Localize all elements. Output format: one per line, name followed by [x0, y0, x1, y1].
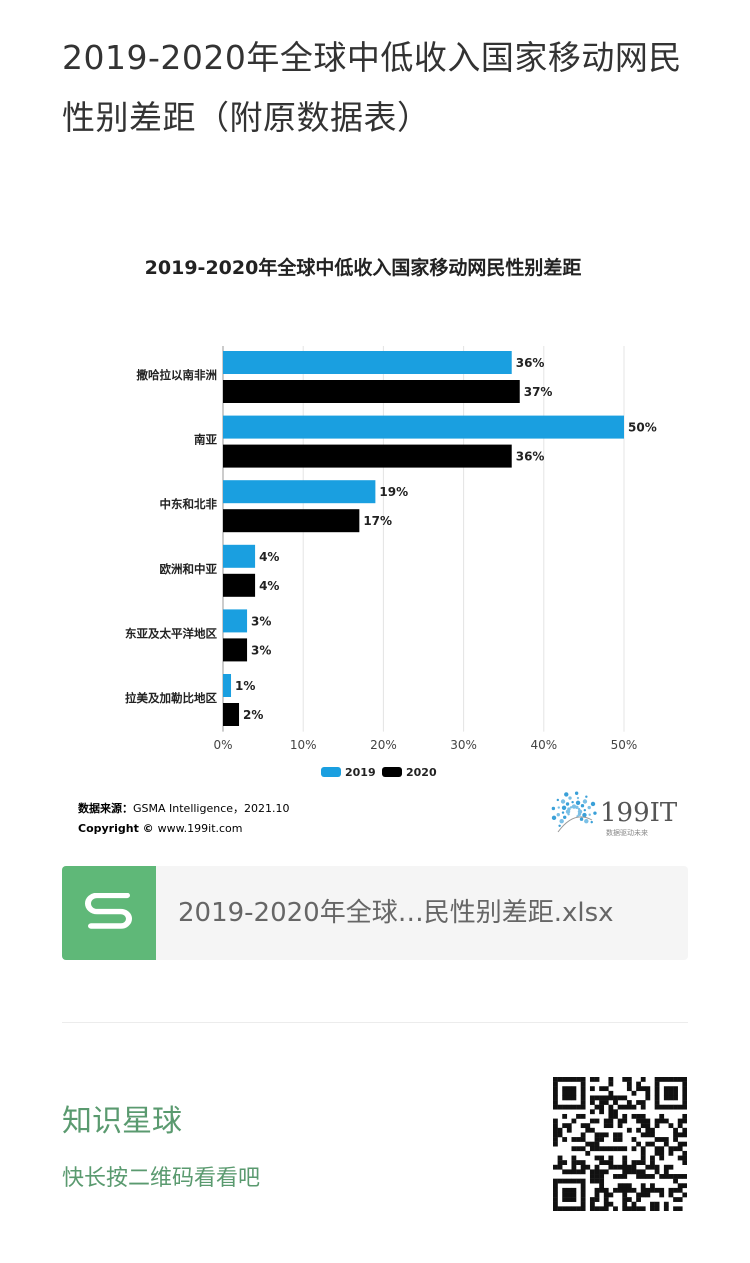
legend-swatch: [382, 767, 402, 777]
file-attachment[interactable]: 2019-2020年全球…民性别差距.xlsx: [62, 866, 688, 960]
data-label: 37%: [524, 385, 553, 399]
category-label: 东亚及太平洋地区: [125, 626, 217, 640]
copyright-text: www.199it.com: [158, 822, 243, 835]
divider: [62, 1022, 688, 1023]
copyright-line: Copyright © www.199it.com: [78, 822, 243, 835]
category-label: 南亚: [194, 433, 217, 447]
x-tick-label: 0%: [213, 738, 232, 752]
page-title: 2019-2020年全球中低收入国家移动网民性别差距（附原数据表）: [62, 38, 682, 137]
zhishi-xingqiu-title: 知识星球: [62, 1104, 182, 1139]
logo-text: 199IT: [600, 798, 678, 828]
qr-code[interactable]: [553, 1077, 687, 1211]
category-label: 欧洲和中亚: [160, 562, 218, 576]
spreadsheet-s-icon: [62, 866, 156, 960]
bar-2020: [223, 380, 520, 403]
data-label: 36%: [516, 356, 545, 370]
copyright-label: Copyright ©: [78, 822, 154, 835]
logo-slogan: 数据驱动未来: [606, 828, 648, 837]
bar-2020: [223, 573, 256, 597]
bar-2019: [223, 674, 232, 697]
logo-dots-icon: [551, 791, 597, 833]
legend-swatch: [321, 767, 341, 777]
data-label: 36%: [516, 450, 545, 464]
bar-2019: [223, 544, 256, 568]
data-label: 3%: [251, 614, 271, 628]
source-line: 数据来源：GSMA Intelligence，2021.10: [78, 801, 290, 815]
x-tick-label: 10%: [290, 738, 317, 752]
bar-2019: [223, 415, 624, 439]
data-label: 4%: [259, 550, 279, 564]
file-name: 2019-2020年全球…民性别差距.xlsx: [178, 898, 614, 928]
data-label: 17%: [363, 514, 392, 528]
logo-199it: 199IT 数据驱动未来: [551, 791, 678, 837]
data-label: 3%: [251, 643, 271, 657]
bar-2019: [223, 480, 376, 504]
bar-2019: [223, 351, 512, 374]
x-tick-label: 40%: [530, 738, 557, 752]
data-label: 19%: [379, 485, 408, 499]
category-label: 拉美及加勒比地区: [125, 691, 217, 705]
source-text: GSMA Intelligence，2021.10: [133, 802, 290, 815]
bar-2019: [223, 609, 248, 633]
source-label: 数据来源：: [78, 801, 133, 815]
category-label: 撒哈拉以南非洲: [137, 368, 218, 382]
legend-label: 2020: [406, 766, 437, 779]
x-tick-label: 50%: [611, 738, 638, 752]
chart-title: 2019-2020年全球中低收入国家移动网民性别差距: [145, 256, 582, 279]
data-label: 2%: [243, 708, 263, 722]
bar-2020: [223, 703, 240, 726]
bar-2020: [223, 509, 360, 533]
x-tick-label: 30%: [450, 738, 477, 752]
category-label: 中东和北非: [160, 497, 218, 511]
data-label: 50%: [628, 421, 657, 435]
legend-label: 2019: [345, 766, 376, 779]
data-label: 4%: [259, 579, 279, 593]
data-label: 1%: [235, 679, 255, 693]
bar-chart: 2019-2020年全球中低收入国家移动网民性别差距 36% 37% 50% 36% 1…: [78, 256, 678, 837]
qr-hint-text: 快长按二维码看看吧: [62, 1166, 261, 1191]
bar-2020: [223, 444, 512, 468]
bar-2020: [223, 638, 248, 662]
chart-image: 2019-2020年全球中低收入国家移动网民性别差距 36% 37% 50% 36% 1…: [62, 240, 688, 850]
x-tick-label: 20%: [370, 738, 397, 752]
